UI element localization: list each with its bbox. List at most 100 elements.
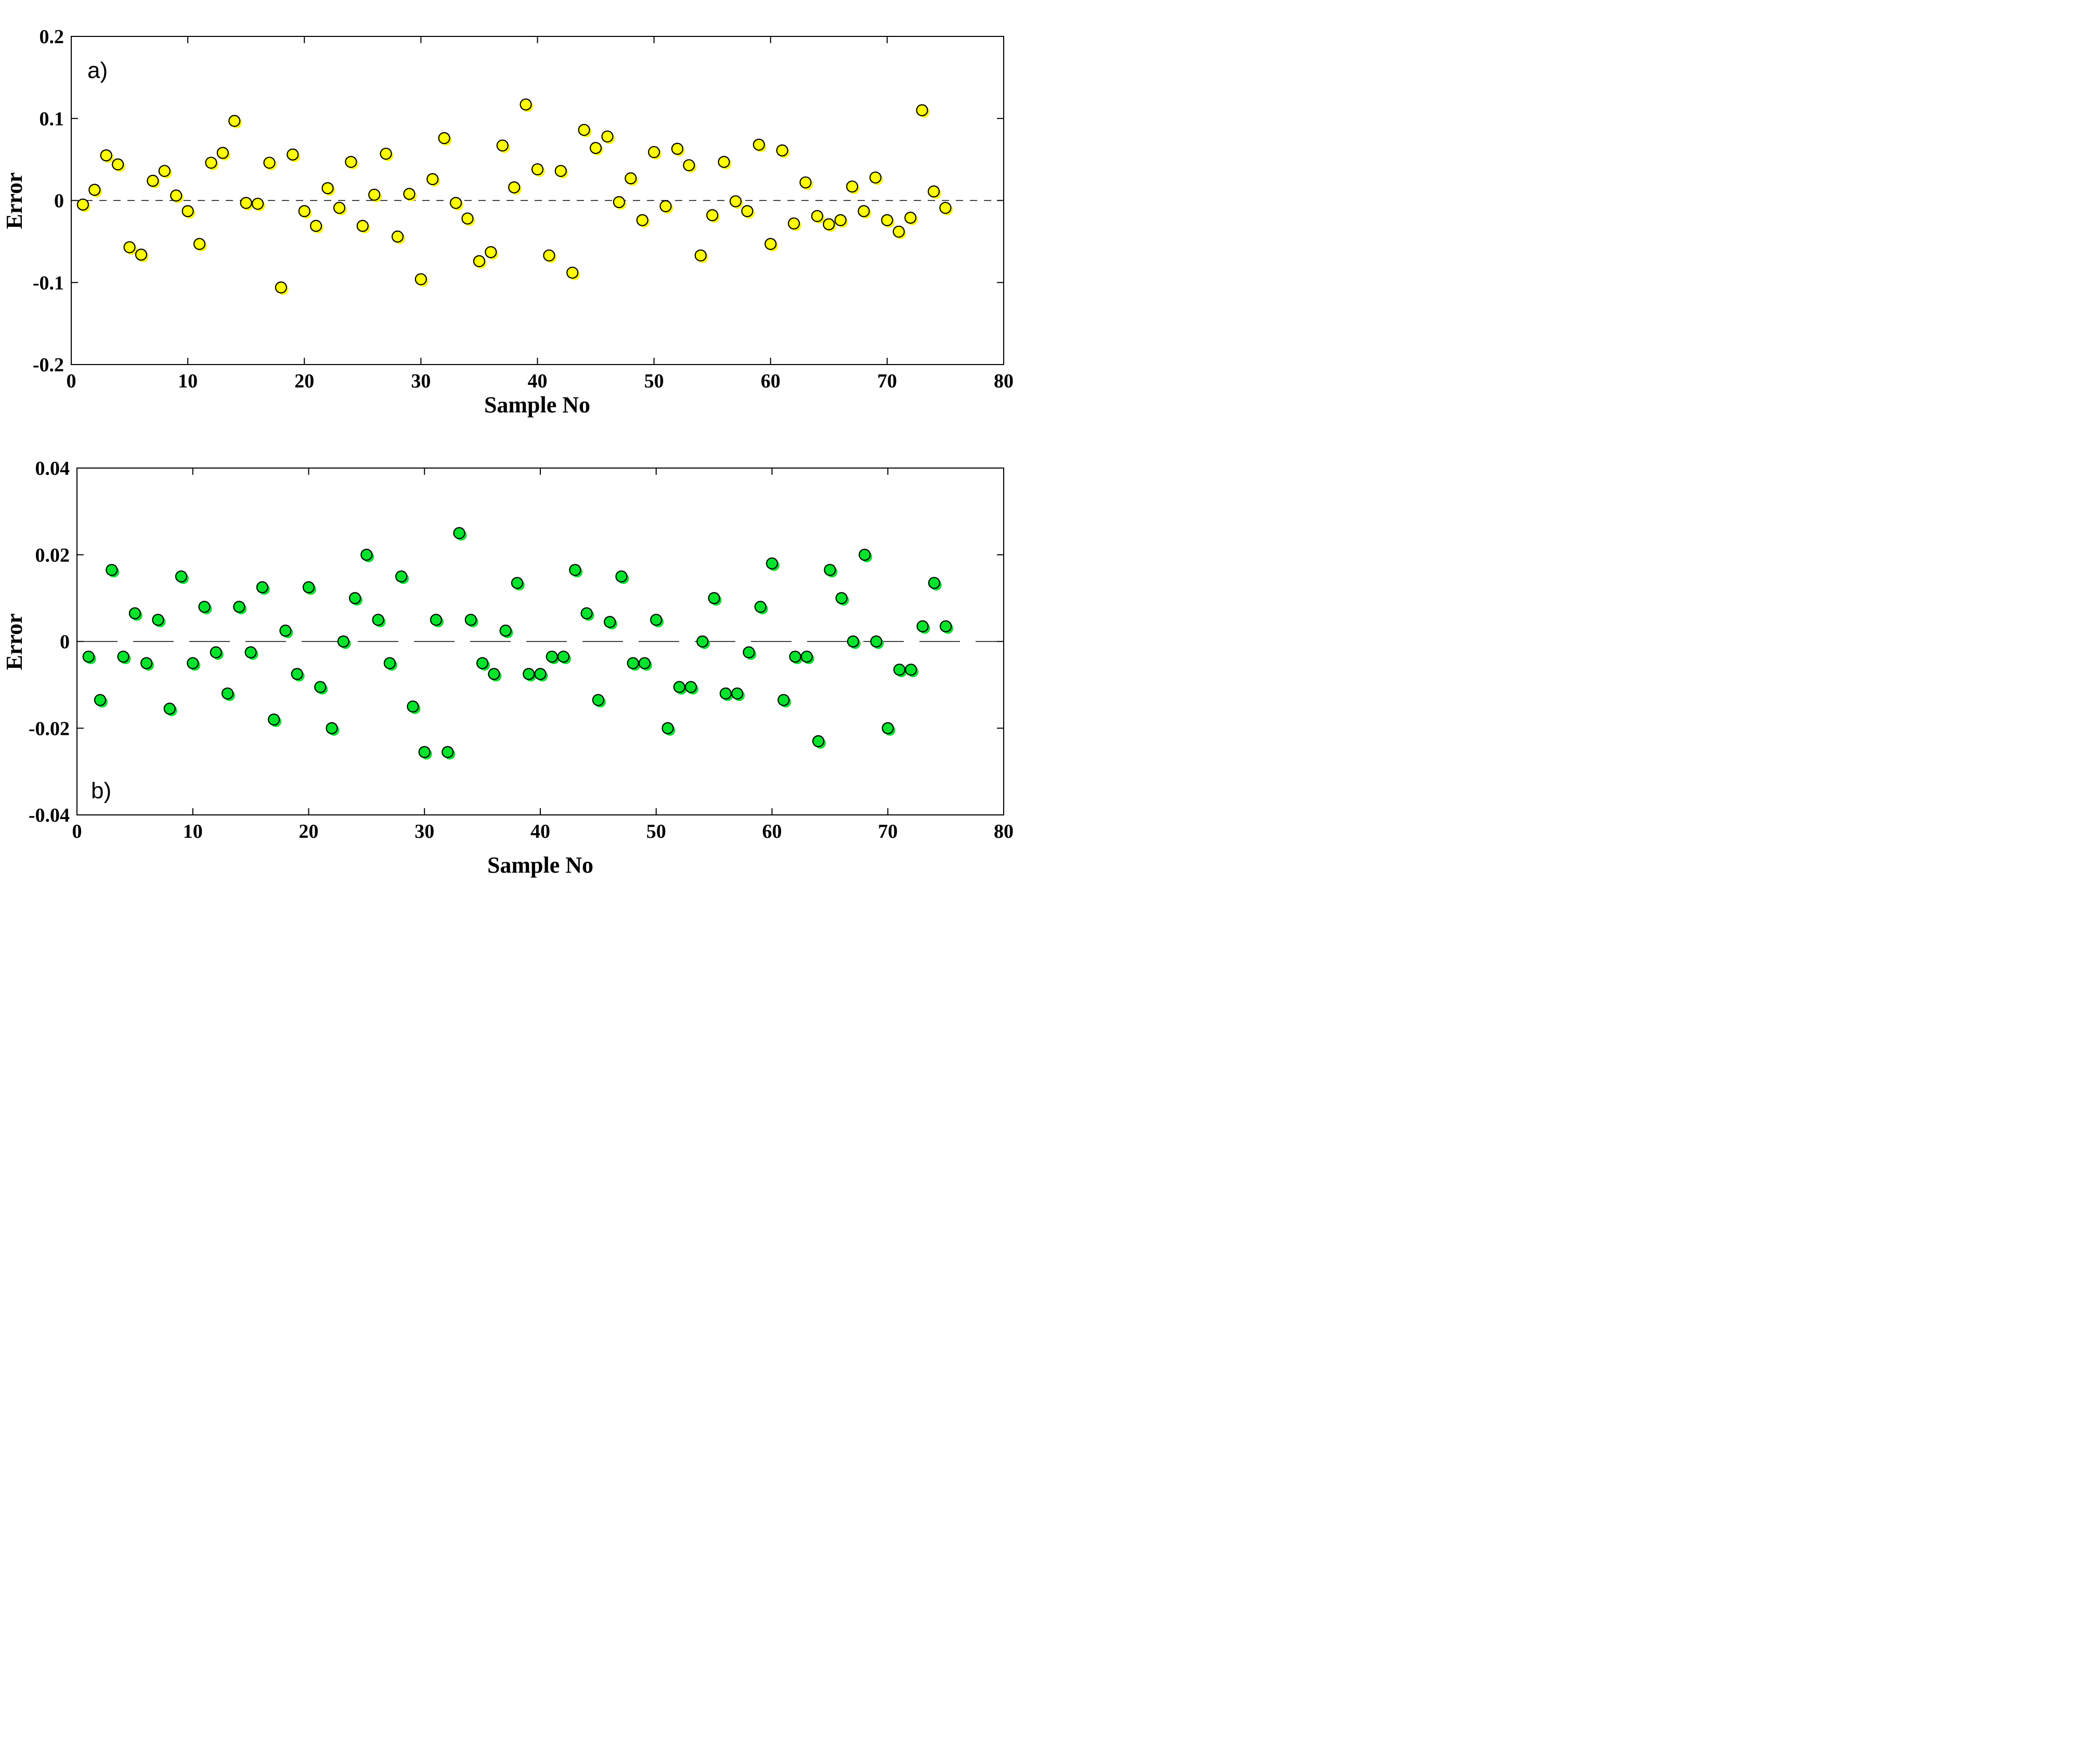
data-point <box>543 249 555 262</box>
data-point <box>488 668 500 680</box>
data-point <box>718 155 730 168</box>
data-point <box>743 646 755 658</box>
data-point <box>511 577 524 589</box>
data-point <box>905 664 917 676</box>
data-point <box>625 172 637 185</box>
y-tick-label: -0.04 <box>29 805 70 826</box>
x-tick-label: 80 <box>994 370 1014 392</box>
data-point <box>337 635 349 648</box>
data-point <box>473 255 486 267</box>
data-point <box>356 219 369 232</box>
data-point <box>613 196 625 209</box>
y-tick-label: 0.04 <box>35 458 70 479</box>
panel-b-xlabel: Sample No <box>487 852 593 878</box>
data-point <box>578 124 590 136</box>
data-point <box>135 249 148 261</box>
x-tick-label: 60 <box>761 370 781 392</box>
x-tick-label: 30 <box>411 370 431 392</box>
y-tick-label: 0.2 <box>40 26 64 48</box>
data-point <box>128 607 141 619</box>
data-point <box>729 195 742 207</box>
data-point <box>372 614 384 626</box>
data-point <box>916 104 928 116</box>
x-tick-label: 50 <box>646 821 666 842</box>
data-point <box>520 98 532 111</box>
data-point <box>321 182 334 194</box>
data-point <box>940 620 952 632</box>
data-point <box>789 651 801 663</box>
data-point <box>100 149 112 162</box>
data-point <box>592 694 604 706</box>
data-point <box>418 746 431 758</box>
data-point <box>776 144 788 157</box>
panel-b-letter: b) <box>91 778 111 803</box>
data-point <box>414 273 427 286</box>
data-point <box>523 668 535 680</box>
data-point <box>787 217 800 230</box>
data-point <box>799 176 812 189</box>
data-point <box>557 651 570 663</box>
data-point <box>694 249 707 262</box>
data-point <box>147 175 159 187</box>
data-point <box>476 657 489 669</box>
data-point <box>287 148 299 161</box>
data-point <box>163 703 176 715</box>
x-tick-label: 80 <box>994 821 1014 842</box>
data-point <box>252 198 264 210</box>
data-point <box>754 601 767 613</box>
data-point <box>314 681 327 693</box>
data-point <box>604 616 616 628</box>
y-tick-label: 0.02 <box>35 544 70 566</box>
data-point <box>811 210 824 223</box>
data-point <box>834 214 847 226</box>
data-point <box>499 625 512 637</box>
data-point <box>391 230 404 243</box>
data-point <box>291 668 303 680</box>
data-point <box>554 165 567 177</box>
data-point <box>566 266 579 279</box>
data-point <box>442 746 454 758</box>
x-tick-label: 20 <box>294 370 314 392</box>
data-point <box>927 185 940 198</box>
data-point <box>708 592 720 604</box>
data-point <box>892 225 905 238</box>
x-tick-label: 50 <box>644 370 664 392</box>
data-point <box>326 722 338 734</box>
data-point <box>869 171 882 184</box>
data-point <box>731 687 744 700</box>
x-tick-label: 10 <box>178 370 198 392</box>
data-point <box>916 620 929 632</box>
data-point <box>403 188 416 200</box>
data-point <box>684 681 697 693</box>
data-point <box>846 180 859 193</box>
data-point <box>193 238 206 250</box>
data-point <box>106 564 118 576</box>
data-point <box>569 564 581 576</box>
data-point <box>777 694 790 706</box>
data-point <box>76 198 89 211</box>
data-point <box>615 570 628 583</box>
data-point <box>181 205 194 217</box>
panel-b-ylabel: Error <box>2 613 27 670</box>
data-point <box>407 700 419 713</box>
data-point <box>112 158 124 171</box>
panel-a-ylabel: Error <box>2 172 27 229</box>
data-point <box>847 635 860 648</box>
x-tick-label: 0 <box>72 821 82 842</box>
data-point <box>824 564 836 576</box>
data-point <box>835 592 848 604</box>
x-tick-label: 40 <box>530 821 550 842</box>
data-point <box>216 147 229 159</box>
data-point <box>310 219 322 232</box>
data-point <box>765 557 778 570</box>
data-point <box>348 592 361 604</box>
data-point <box>683 159 695 172</box>
data-point <box>546 651 558 663</box>
data-point <box>117 651 129 663</box>
data-point <box>534 668 547 680</box>
data-point <box>673 681 685 693</box>
panel-a-letter: a) <box>87 58 108 83</box>
data-point <box>302 581 315 593</box>
data-point <box>764 238 777 250</box>
data-point <box>589 141 602 154</box>
